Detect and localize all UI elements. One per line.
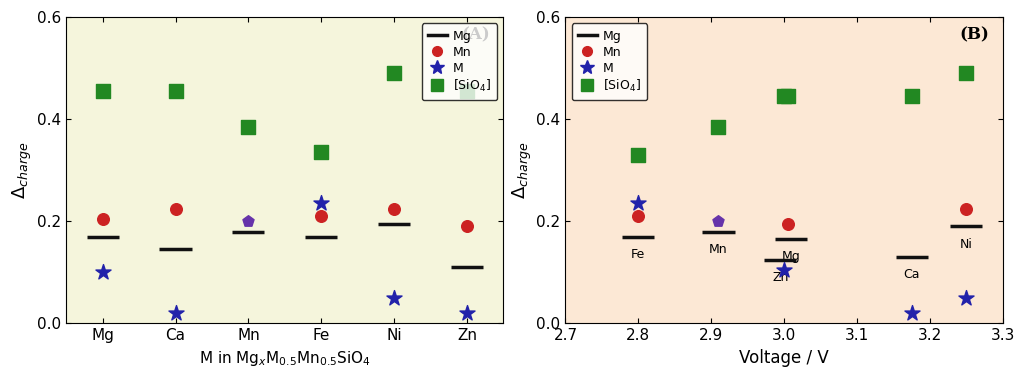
- Y-axis label: $\Delta_{charge}$: $\Delta_{charge}$: [11, 141, 34, 199]
- X-axis label: M in Mg$_{x}$M$_{0.5}$Mn$_{0.5}$SiO$_{4}$: M in Mg$_{x}$M$_{0.5}$Mn$_{0.5}$SiO$_{4}…: [199, 349, 370, 368]
- Point: [776, 267, 792, 273]
- Point: [167, 205, 184, 211]
- Point: [313, 200, 329, 207]
- Point: [710, 124, 726, 130]
- Point: [386, 295, 402, 301]
- Point: [776, 93, 792, 99]
- Text: (B): (B): [959, 26, 990, 43]
- Text: Ni: Ni: [960, 238, 973, 251]
- Point: [240, 124, 256, 130]
- Point: [958, 295, 975, 301]
- Text: (A): (A): [462, 26, 490, 43]
- Legend: Mg, Mn, M, [SiO$_{4}$]: Mg, Mn, M, [SiO$_{4}$]: [422, 23, 498, 100]
- Text: Zn: Zn: [773, 271, 789, 284]
- Point: [459, 310, 475, 316]
- Point: [904, 93, 920, 99]
- Point: [459, 224, 475, 230]
- Point: [780, 93, 796, 99]
- Point: [167, 310, 184, 316]
- Text: Ca: Ca: [903, 268, 920, 281]
- X-axis label: Voltage / V: Voltage / V: [739, 349, 829, 367]
- Point: [958, 205, 975, 211]
- Point: [958, 70, 975, 76]
- Point: [710, 218, 726, 224]
- Text: Mn: Mn: [709, 243, 727, 256]
- Point: [630, 200, 646, 207]
- Point: [313, 149, 329, 155]
- Point: [386, 205, 402, 211]
- Point: [904, 310, 920, 316]
- Point: [94, 88, 111, 94]
- Legend: Mg, Mn, M, [SiO$_{4}$]: Mg, Mn, M, [SiO$_{4}$]: [571, 23, 647, 100]
- Point: [167, 88, 184, 94]
- Point: [630, 213, 646, 219]
- Text: Mg: Mg: [782, 251, 800, 263]
- Point: [386, 70, 402, 76]
- Y-axis label: $\Delta_{charge}$: $\Delta_{charge}$: [510, 141, 534, 199]
- Point: [94, 269, 111, 276]
- Point: [459, 88, 475, 94]
- Point: [780, 221, 796, 227]
- Point: [240, 218, 256, 224]
- Point: [94, 216, 111, 222]
- Point: [630, 152, 646, 158]
- Point: [313, 213, 329, 219]
- Text: Fe: Fe: [631, 248, 645, 261]
